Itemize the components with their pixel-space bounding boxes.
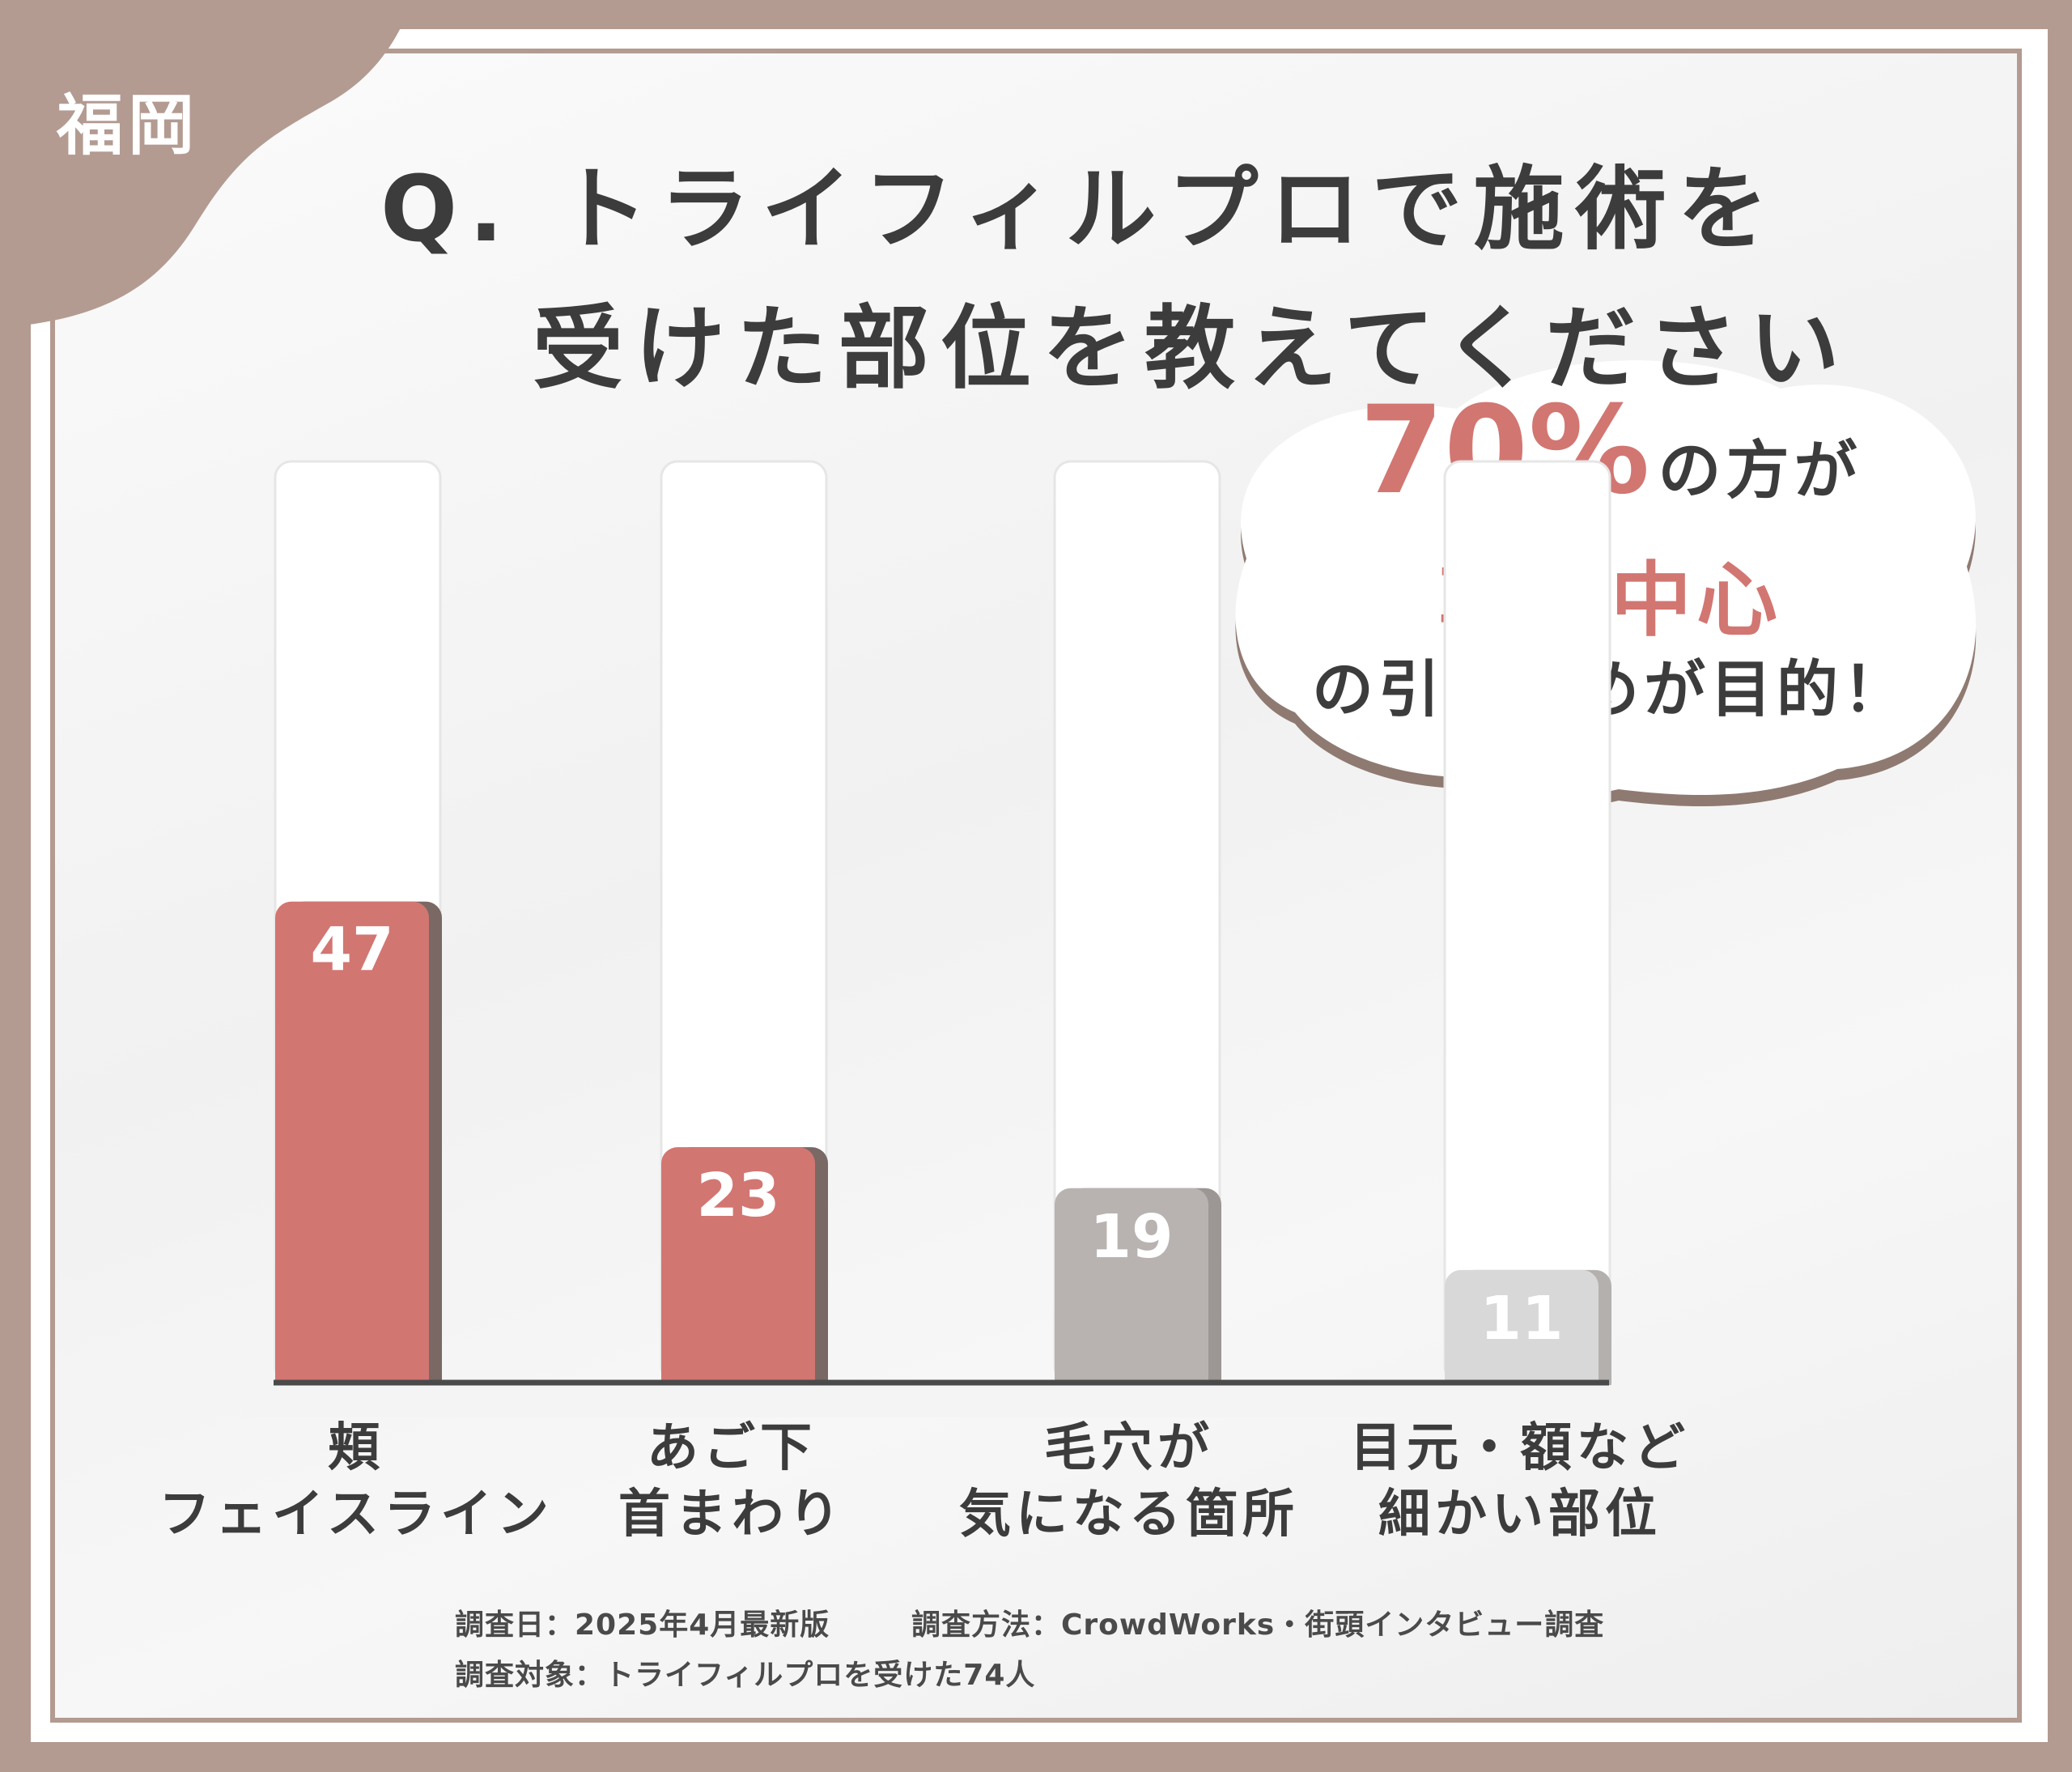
question-title-line1: Q. トライフィルプロで施術を	[380, 157, 1780, 262]
category-label-1-line-1: 頬	[328, 1418, 384, 1478]
bar-value-label-4: 11	[1480, 1284, 1564, 1353]
bar-value-label-2: 23	[697, 1161, 780, 1230]
category-label-4: 目元・額など 細かい部位	[1310, 1415, 1730, 1548]
category-label-3-line-1: 毛穴が	[1044, 1418, 1214, 1478]
bar-3	[1055, 1188, 1208, 1399]
category-label-1: 頬フェイスライン	[146, 1415, 567, 1548]
bar-value-label-1: 47	[311, 916, 394, 985]
bar-4	[1445, 1269, 1599, 1399]
category-label-2: あご下 首まわり	[521, 1415, 942, 1548]
source-method: 調査方法：CrowdWorks・街頭インタビュー調査	[911, 1608, 1605, 1642]
baseline-cover	[243, 1385, 1635, 1417]
bar-value-label-3: 19	[1090, 1202, 1174, 1272]
question-title-line2: 受けた部位を教えてください	[533, 296, 1852, 402]
source-target: 調査対象：トライフィルプロを受けた74人	[455, 1659, 1036, 1692]
bar-2	[661, 1147, 815, 1399]
source-date: 調査日：2025年4月最新版	[455, 1608, 830, 1642]
bar-1	[275, 901, 429, 1399]
category-label-3: 毛穴が 気になる箇所	[919, 1415, 1340, 1548]
region-label: 福岡	[57, 87, 200, 164]
category-label-4-line-1: 目元・額など	[1350, 1418, 1690, 1478]
category-label-2-line-1: あご下	[647, 1418, 817, 1478]
category-label-1-line-2: フェイスライン	[158, 1485, 554, 1545]
bar-track-4	[1443, 460, 1611, 1384]
callout-line1-rest: の方が	[1658, 435, 1862, 508]
corner-badge-shape	[0, 0, 413, 328]
category-label-4-line-2: 細かい部位	[1378, 1485, 1662, 1545]
category-label-2-line-2: 首まわり	[618, 1485, 845, 1545]
category-label-3-line-2: 気になる箇所	[959, 1485, 1299, 1545]
